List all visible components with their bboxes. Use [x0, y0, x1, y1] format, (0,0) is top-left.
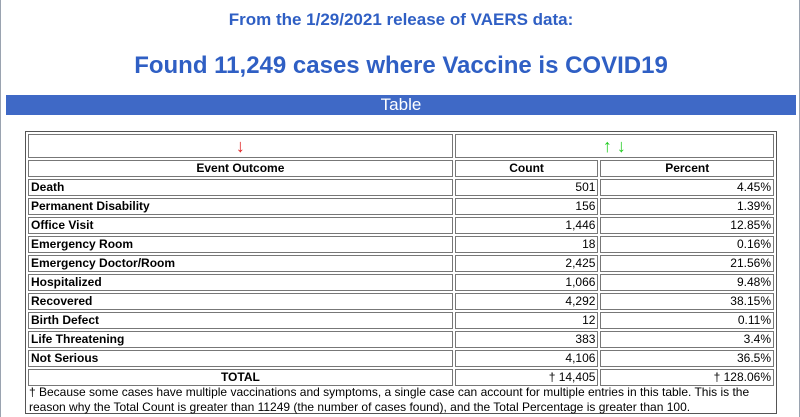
- sort-row: ↓ ↑ ↓: [28, 134, 774, 158]
- row-count-cell: 383: [454, 331, 599, 348]
- row-percent-cell: 4.45%: [600, 179, 774, 196]
- row-percent-cell: 9.48%: [600, 274, 774, 291]
- sort-down-arrow-icon[interactable]: ↓: [616, 136, 626, 156]
- sort-down-arrow-icon[interactable]: ↓: [235, 136, 245, 156]
- row-outcome-cell: Death: [28, 179, 453, 196]
- footnote: † Because some cases have multiple vacci…: [29, 385, 750, 414]
- count-sort-cell: ↑ ↓: [454, 134, 774, 158]
- row-outcome-cell: Emergency Doctor/Room: [28, 255, 453, 272]
- row-percent-cell: 36.5%: [600, 350, 774, 367]
- row-percent-cell: 12.85%: [600, 217, 774, 234]
- row-percent-cell: 3.4%: [600, 331, 774, 348]
- column-header-count: Count: [454, 160, 599, 177]
- results-table: ↓ ↑ ↓ Event Outcome Count Percent Death 5…: [26, 132, 776, 388]
- row-count-cell: 12: [454, 312, 599, 329]
- outcome-sort-cell: ↓: [28, 134, 453, 158]
- table-row: Emergency Room 18 0.16%: [28, 236, 774, 253]
- column-header-outcome: Event Outcome: [28, 160, 453, 177]
- row-outcome-cell: Emergency Room: [28, 236, 453, 253]
- table-row: Not Serious 4,106 36.5%: [28, 350, 774, 367]
- release-subtitle: From the 1/29/2021 release of VAERS data…: [228, 10, 574, 29]
- table-row: Birth Defect 12 0.11%: [28, 312, 774, 329]
- row-outcome-cell: Not Serious: [28, 350, 453, 367]
- column-header-percent: Percent: [600, 160, 774, 177]
- row-outcome-cell: Birth Defect: [28, 312, 453, 329]
- table-row: Permanent Disability 156 1.39%: [28, 198, 774, 215]
- row-outcome-cell: Permanent Disability: [28, 198, 453, 215]
- row-percent-cell: 38.15%: [600, 293, 774, 310]
- row-outcome-cell: Hospitalized: [28, 274, 453, 291]
- table-row: Death 501 4.45%: [28, 179, 774, 196]
- row-percent-cell: 0.11%: [600, 312, 774, 329]
- row-outcome-cell: Recovered: [28, 293, 453, 310]
- row-count-cell: 156: [454, 198, 599, 215]
- table-row: Recovered 4,292 38.15%: [28, 293, 774, 310]
- row-count-cell: 1,446: [454, 217, 599, 234]
- table-header-row: Event Outcome Count Percent: [28, 160, 774, 177]
- row-count-cell: 4,292: [454, 293, 599, 310]
- row-count-cell: 1,066: [454, 274, 599, 291]
- table-row: Life Threatening 383 3.4%: [28, 331, 774, 348]
- table-section-bar: Table: [6, 95, 796, 115]
- sort-up-arrow-icon[interactable]: ↑: [602, 136, 612, 156]
- row-count-cell: 18: [454, 236, 599, 253]
- total-label: TOTAL: [28, 369, 453, 386]
- row-percent-cell: 1.39%: [600, 198, 774, 215]
- row-percent-cell: 0.16%: [600, 236, 774, 253]
- row-outcome-cell: Office Visit: [28, 217, 453, 234]
- table-row: Hospitalized 1,066 9.48%: [28, 274, 774, 291]
- row-count-cell: 2,425: [454, 255, 599, 272]
- row-outcome-cell: Life Threatening: [28, 331, 453, 348]
- page-title: Found 11,249 cases where Vaccine is COVI…: [134, 52, 668, 79]
- total-percent: † 128.06%: [600, 369, 774, 386]
- row-count-cell: 4,106: [454, 350, 599, 367]
- total-row: TOTAL † 14,405 † 128.06%: [28, 369, 774, 386]
- total-count: † 14,405: [454, 369, 599, 386]
- results-table-container: ↓ ↑ ↓ Event Outcome Count Percent Death 5…: [25, 131, 777, 414]
- table-row: Emergency Doctor/Room 2,425 21.56%: [28, 255, 774, 272]
- table-row: Office Visit 1,446 12.85%: [28, 217, 774, 234]
- row-percent-cell: 21.56%: [600, 255, 774, 272]
- row-count-cell: 501: [454, 179, 599, 196]
